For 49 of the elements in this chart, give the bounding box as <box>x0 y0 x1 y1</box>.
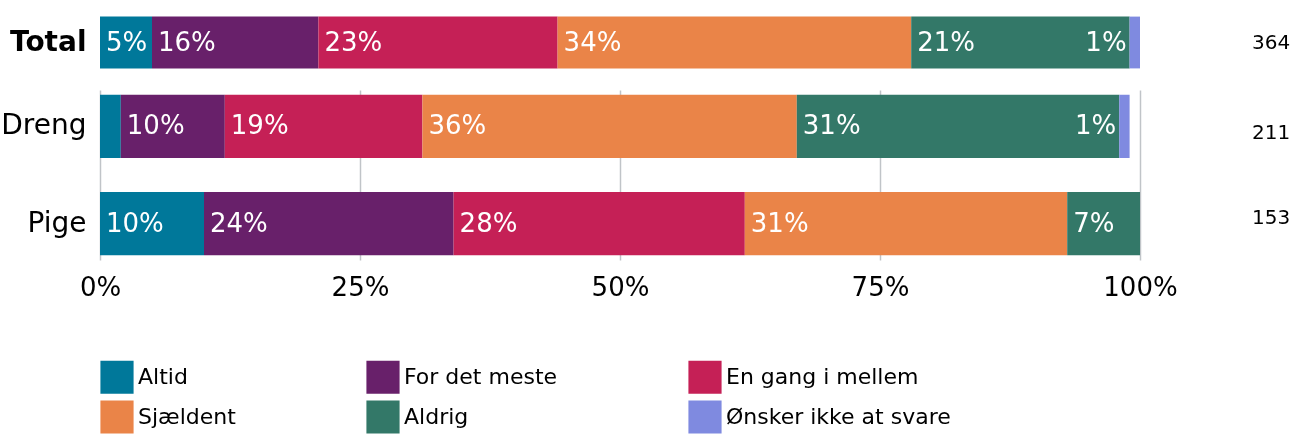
bar <box>224 94 423 158</box>
bar <box>204 192 454 256</box>
data-label: 16% <box>158 26 216 57</box>
legend-label: Ønsker ikke at svare <box>726 404 951 429</box>
data-label: 1% <box>1074 110 1117 141</box>
data-label: 24% <box>210 207 268 238</box>
y-tick-label: Total <box>10 24 87 58</box>
x-tick-label: 50% <box>591 271 650 302</box>
bar <box>453 192 745 256</box>
bar <box>318 16 558 69</box>
legend-label: En gang i mellem <box>726 364 919 390</box>
legend-label: For det meste <box>404 364 558 390</box>
bar <box>422 94 797 158</box>
data-label: 1% <box>1085 26 1127 57</box>
text: 211 <box>1252 119 1291 144</box>
data-label: 28% <box>459 207 518 238</box>
legend-label: Sjældent <box>138 404 237 429</box>
text: 364 <box>1252 29 1291 54</box>
data-label: 10% <box>126 110 185 141</box>
bar <box>100 94 121 158</box>
data-label: 36% <box>428 110 487 141</box>
bar <box>557 16 912 69</box>
data-label: 5% <box>106 26 148 57</box>
x-tick-label: 100% <box>1103 271 1178 302</box>
legend-label: Altid <box>138 364 188 390</box>
bar <box>1119 94 1130 158</box>
bar <box>120 94 225 158</box>
x-tick-label: 75% <box>851 271 910 302</box>
data-label: 31% <box>750 207 809 238</box>
bar <box>152 16 319 69</box>
bar <box>1129 16 1140 69</box>
data-label: 23% <box>324 26 383 57</box>
legend-label: Aldrig <box>404 404 469 429</box>
bar <box>744 192 1068 256</box>
data-label: 31% <box>802 110 861 141</box>
x-tick-label: 0% <box>79 271 122 302</box>
data-label: 19% <box>230 110 289 141</box>
bar <box>796 94 1120 158</box>
y-tick-label: Dreng <box>1 108 87 142</box>
data-label: 21% <box>917 26 975 57</box>
y-tick-label: Pige <box>27 205 87 239</box>
x-tick-label: 25% <box>331 271 390 302</box>
data-label: 7% <box>1073 207 1115 238</box>
bar <box>100 192 204 256</box>
bar <box>1067 192 1140 256</box>
data-label: 10% <box>106 207 164 238</box>
bar <box>911 16 1130 69</box>
data-label: 34% <box>563 26 622 57</box>
text: 153 <box>1252 204 1291 229</box>
